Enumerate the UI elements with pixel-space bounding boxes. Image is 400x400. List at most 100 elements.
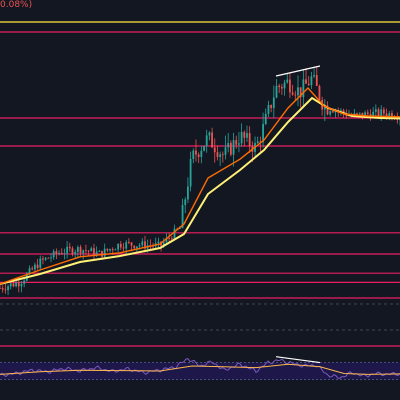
candle-down [87, 250, 90, 252]
price-change-label: 0.08%) [0, 0, 32, 10]
candle-up [98, 250, 101, 252]
candle-down [55, 251, 58, 254]
candle-down [12, 283, 15, 287]
candle-down [326, 105, 329, 115]
candle-down [197, 154, 200, 157]
candle-up [313, 74, 315, 77]
candle-up [63, 253, 66, 255]
candle-up [380, 109, 383, 116]
candle-down [382, 109, 385, 114]
candle-down [111, 249, 114, 250]
candle-down [235, 140, 238, 145]
candle-up [184, 199, 187, 206]
candle-up [74, 252, 77, 255]
candle-up [28, 268, 31, 274]
candle-down [31, 268, 34, 270]
candle-down [93, 248, 95, 256]
candle-down [259, 141, 262, 143]
candle-up [267, 105, 270, 114]
candle-up [50, 257, 52, 259]
candle-down [318, 85, 321, 100]
candle-up [109, 249, 111, 251]
candle-up [157, 241, 160, 244]
candle-down [361, 112, 364, 117]
candle-up [173, 228, 176, 240]
candle-up [224, 147, 227, 155]
candle-up [302, 79, 305, 98]
candle-down [133, 245, 136, 249]
candle-down [331, 111, 334, 113]
candle-down [342, 110, 345, 114]
candle-up [141, 241, 144, 246]
candle-down [278, 85, 281, 88]
candle-up [374, 109, 377, 112]
candle-down [119, 243, 122, 248]
candle-up [138, 245, 141, 247]
candle-down [1, 288, 4, 290]
candle-up [240, 132, 243, 144]
candle-down [85, 250, 87, 251]
candle-down [130, 242, 133, 246]
candle-up [58, 252, 60, 254]
candle-up [178, 227, 181, 229]
candle-down [280, 87, 283, 89]
candle-up [125, 242, 128, 249]
candle-down [101, 250, 103, 257]
candle-up [117, 243, 120, 250]
candle-up [20, 283, 23, 287]
candle-down [289, 79, 291, 93]
candle-down [307, 83, 310, 86]
candle-down [243, 132, 246, 138]
candle-down [195, 150, 197, 155]
rsi-signal-line [0, 363, 400, 375]
candle-up [23, 280, 26, 284]
candle-up [76, 247, 79, 253]
candle-down [144, 241, 146, 249]
candle-up [246, 133, 248, 138]
candle-down [294, 94, 297, 96]
candle-up [310, 76, 313, 86]
candle-down [170, 238, 173, 240]
candle-down [211, 132, 213, 148]
candle-up [358, 112, 361, 114]
candle-up [187, 186, 189, 200]
candle-up [95, 251, 98, 256]
rsi-pane [0, 356, 400, 380]
ema-fast-line [0, 86, 400, 285]
candle-up [283, 82, 286, 89]
candle-down [213, 147, 216, 153]
candle-up [203, 145, 205, 151]
candle-up [189, 158, 192, 187]
candle-down [391, 113, 393, 118]
candle-down [71, 248, 74, 255]
candle-up [264, 113, 267, 125]
candle-down [168, 237, 171, 239]
candle-up [340, 110, 342, 112]
candle-up [162, 242, 165, 246]
candle-up [275, 85, 278, 98]
candle-down [36, 264, 39, 269]
candle-down [0, 288, 1, 289]
candle-down [248, 133, 251, 147]
candle-up [208, 132, 211, 136]
candle-down [291, 92, 294, 95]
candle-up [44, 257, 47, 260]
rsi-trendline [275, 356, 321, 364]
candle-up [165, 237, 168, 243]
candle-up [297, 87, 299, 96]
candle-up [192, 150, 195, 159]
candle-down [229, 142, 232, 155]
candle-down [270, 105, 273, 108]
candle-up [181, 205, 184, 228]
candle-up [7, 286, 9, 291]
candle-down [377, 109, 380, 116]
candle-down [68, 246, 71, 249]
candle-down [47, 257, 50, 259]
candle-down [122, 247, 125, 249]
candle-up [219, 154, 222, 157]
candle-up [238, 143, 240, 145]
candle-down [106, 248, 109, 251]
